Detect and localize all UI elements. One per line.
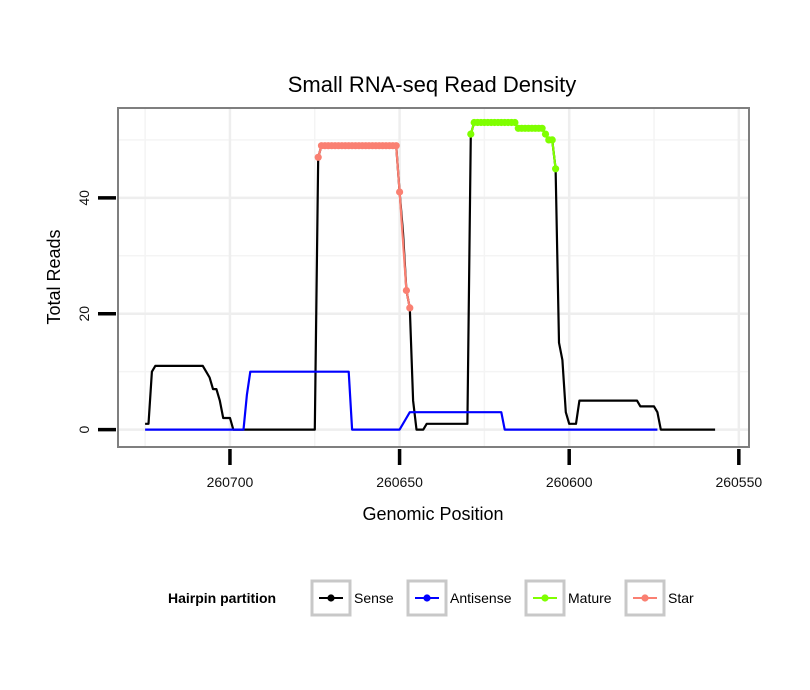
- x-axis: 260700 260650 260600 260550: [207, 449, 762, 490]
- y-axis-label: Total Reads: [44, 229, 64, 324]
- legend-label: Star: [668, 590, 694, 606]
- data-point-star: [396, 188, 404, 196]
- plot-background: [118, 108, 749, 447]
- data-point-mature: [552, 165, 560, 173]
- x-tick-label: 260650: [376, 474, 423, 490]
- x-tick-label: 260550: [715, 474, 762, 490]
- legend-item-sense: Sense: [310, 579, 394, 617]
- data-point-mature: [541, 130, 550, 138]
- data-point-star: [392, 142, 400, 150]
- legend-key-point: [423, 594, 431, 602]
- legend-key-box: [624, 579, 666, 617]
- legend-item-antisense: Antisense: [406, 579, 512, 617]
- y-tick-label: 20: [76, 306, 92, 322]
- legend-key-point: [327, 594, 335, 602]
- legend: Hairpin partition Sense Antisense Mature St…: [168, 579, 694, 617]
- legend-key-point: [541, 594, 549, 602]
- data-point-mature: [538, 124, 546, 132]
- data-point-star: [314, 153, 322, 161]
- legend-key-box: [406, 579, 448, 617]
- data-point-mature: [511, 118, 519, 127]
- x-tick-label: 260700: [207, 474, 254, 490]
- plot-border: [117, 107, 750, 448]
- plot-panel: [117, 107, 750, 448]
- data-point-mature: [548, 136, 556, 144]
- chart-title: Small RNA-seq Read Density: [288, 72, 577, 97]
- data-point-star: [406, 304, 414, 312]
- legend-label: Sense: [354, 590, 394, 606]
- x-tick-label: 260600: [546, 474, 593, 490]
- y-tick-label: 40: [76, 190, 92, 206]
- series-line-antisense: [145, 370, 658, 431]
- x-axis-label: Genomic Position: [362, 504, 503, 524]
- legend-label: Mature: [568, 590, 612, 606]
- data-point-star: [402, 286, 410, 295]
- series-line-sense: [145, 121, 716, 431]
- legend-item-star: Star: [624, 579, 694, 617]
- series-points: [314, 118, 560, 312]
- legend-key-point: [641, 594, 649, 602]
- legend-label: Antisense: [450, 590, 512, 606]
- y-axis: 0 20 40: [76, 190, 116, 434]
- legend-item-mature: Mature: [524, 579, 612, 617]
- data-point-mature: [467, 130, 475, 138]
- y-tick-label: 0: [76, 426, 92, 434]
- legend-title: Hairpin partition: [168, 590, 276, 606]
